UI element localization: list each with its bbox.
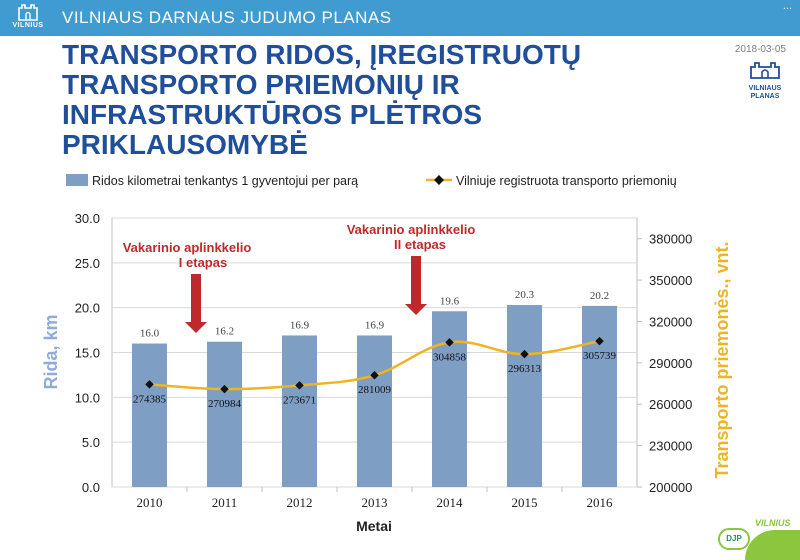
left-tick-label: 30.0 <box>75 211 100 226</box>
right-tick-label: 380000 <box>649 232 692 247</box>
annotation-2-line-2: II etapas <box>394 237 446 252</box>
right-tick-label: 260000 <box>649 397 692 412</box>
bar-data-label: 19.6 <box>440 295 460 307</box>
line-data-labels: 274385 270984 273671 281009 304858 296313 3057… <box>133 350 617 410</box>
bar <box>282 335 317 487</box>
x-tick-label: 2010 <box>137 495 163 510</box>
x-tick-label: 2016 <box>587 495 614 510</box>
x-tick-label: 2013 <box>362 495 388 510</box>
line-data-label: 305739 <box>583 350 617 362</box>
castle-icon <box>18 4 38 21</box>
line-data-label: 304858 <box>433 351 467 363</box>
plan-logo-line-2: PLANAS <box>750 93 780 100</box>
annotation-stage-1: Vakarinio aplinkkelio I etapas <box>123 240 252 333</box>
line-data-label: 281009 <box>358 384 392 396</box>
right-tick-label: 290000 <box>649 356 692 371</box>
vilnius-logo[interactable]: VILNIUS <box>8 2 48 34</box>
annotation-1-line-1: Vakarinio aplinkkelio <box>123 240 252 255</box>
right-tick-label: 320000 <box>649 314 692 329</box>
plan-logo-line-1: VILNIAUS <box>748 85 782 92</box>
line-data-label: 274385 <box>133 393 167 405</box>
line-marker <box>295 381 304 390</box>
left-tick-label: 20.0 <box>75 301 100 316</box>
bar <box>582 305 617 487</box>
line-marker <box>595 336 604 346</box>
right-axis-ticks: 200000 230000 260000 290000 320000 350000 3800… <box>637 232 692 495</box>
bar-data-label: 16.9 <box>365 319 385 331</box>
line-data-label: 273671 <box>283 394 316 406</box>
line-data-label: 270984 <box>208 398 242 410</box>
bar-data-label: 16.9 <box>290 319 310 331</box>
line-data-label: 296313 <box>508 363 542 375</box>
left-tick-label: 25.0 <box>75 256 100 271</box>
right-axis-title: Transporto priemonės., vnt. <box>712 241 732 478</box>
bar <box>357 335 392 487</box>
annotation-stage-2: Vakarinio aplinkkelio II etapas <box>347 222 476 315</box>
slide-title: TRANSPORTO RIDOS, ĮREGISTRUOTŲ TRANSPORT… <box>62 39 582 160</box>
annotation-2-line-1: Vakarinio aplinkkelio <box>347 222 476 237</box>
logo-text: VILNIUS <box>12 22 44 29</box>
legend-line-label: Vilniuje registruota transporto priemoni… <box>456 174 677 188</box>
bar <box>432 311 467 487</box>
line-markers <box>145 336 604 394</box>
plan-logo: VILNIAUS PLANAS <box>735 60 795 101</box>
left-axis-ticks: 0.0 5.0 10.0 15.0 20.0 25.0 30.0 <box>75 211 100 495</box>
bar <box>507 304 542 487</box>
x-axis-title: Metai <box>356 518 392 534</box>
bar-data-label: 20.2 <box>590 290 609 302</box>
header-corner-text: ... <box>782 0 792 12</box>
header-title: VILNIAUS DARNAUS JUDUMO PLANAS <box>62 8 392 27</box>
annotation-1-arrow <box>185 274 207 333</box>
castle-icon <box>750 62 780 79</box>
legend-bar-swatch <box>66 174 88 186</box>
x-tick-label: 2015 <box>512 495 538 510</box>
annotation-2-arrow <box>405 256 427 315</box>
x-tick-label: 2011 <box>212 495 238 510</box>
djp-badge: DJP <box>718 528 750 550</box>
bar <box>132 343 167 487</box>
x-tick-label: 2014 <box>437 495 464 510</box>
bar-data-labels: 16.0 16.2 16.9 16.9 19.6 20.3 20.2 <box>140 289 609 340</box>
x-tick-label: 2012 <box>287 495 313 510</box>
line-marker <box>220 384 229 394</box>
left-axis-title: Rida, km <box>41 314 61 389</box>
header-bar: VILNIUS VILNIAUS DARNAUS JUDUMO PLANAS .… <box>0 0 800 36</box>
legend-bar-label: Ridos kilometrai tenkantys 1 gyventojui … <box>92 174 358 188</box>
bar-data-label: 20.3 <box>515 289 535 301</box>
left-tick-label: 10.0 <box>75 390 100 405</box>
right-tick-label: 350000 <box>649 273 692 288</box>
left-tick-label: 0.0 <box>82 480 100 495</box>
line-marker <box>370 371 379 380</box>
bar <box>207 341 242 487</box>
right-tick-label: 230000 <box>649 439 692 454</box>
left-tick-label: 5.0 <box>82 435 100 450</box>
slide-date: 2018-03-05 <box>734 44 786 55</box>
footer-brand: VILNIUS <box>755 518 791 528</box>
line-marker <box>520 349 529 359</box>
legend-line-marker <box>434 175 444 185</box>
right-tick-label: 200000 <box>649 480 692 495</box>
bar-data-label: 16.0 <box>140 328 160 340</box>
line-marker <box>145 380 154 389</box>
bar-data-label: 16.2 <box>215 326 234 338</box>
line-marker <box>445 338 454 347</box>
left-tick-label: 15.0 <box>75 346 100 361</box>
annotation-1-line-2: I etapas <box>179 255 227 270</box>
x-axis-ticks: 2010 2011 2012 2013 2014 2015 2016 <box>137 487 614 510</box>
